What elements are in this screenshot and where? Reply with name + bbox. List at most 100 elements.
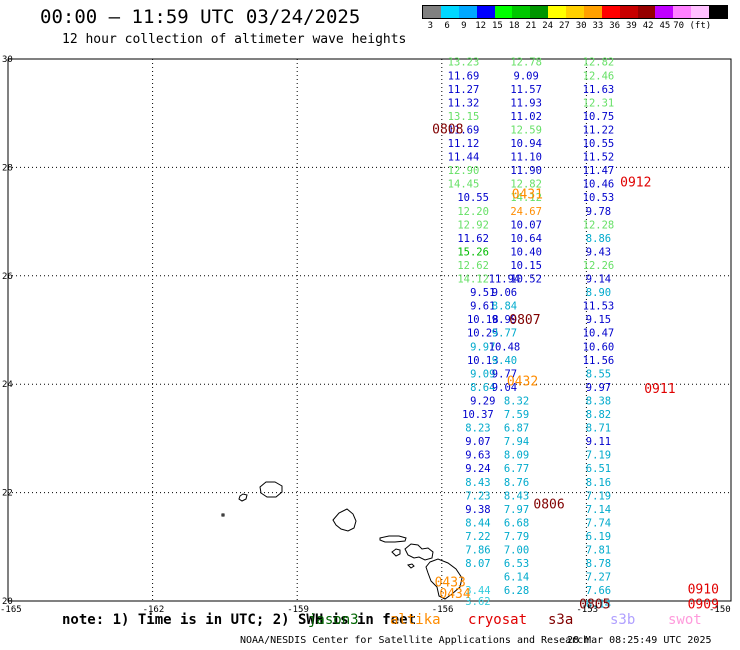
colorbar-label: 6 (444, 21, 450, 31)
wave-height-value: 10.18 (467, 314, 499, 326)
colorbar-swatch (423, 6, 441, 18)
wave-height-value: 12.78 (510, 57, 542, 69)
wave-height-value: 9.06 (492, 287, 517, 299)
legend-altika: altika (390, 612, 441, 628)
colorbar-label: 12 (475, 21, 487, 31)
wave-height-value: 7.66 (586, 585, 611, 597)
colorbar-swatch (530, 6, 549, 18)
wave-height-value: 10.37 (462, 409, 494, 421)
wave-height-value: 12.90 (448, 165, 480, 177)
lat-tick-label: 24 (2, 380, 13, 390)
lat-tick-label: 20 (2, 597, 13, 607)
map-border (7, 58, 732, 602)
island-niihau (238, 493, 248, 502)
colorbar-swatch (709, 6, 727, 18)
wave-height-value: 7.86 (465, 545, 490, 557)
legend-s3b: s3b (610, 612, 636, 628)
wave-height-value: 7.19 (586, 490, 611, 502)
wave-height-value: 11.12 (448, 138, 480, 150)
wave-height-value: 8.23 (465, 423, 490, 435)
wave-height-value: 11.62 (457, 233, 489, 245)
wave-height-value: 6.77 (504, 463, 529, 475)
colorbar-label: 24 (542, 21, 554, 31)
colorbar-label: 21 (525, 21, 537, 31)
wave-height-value: 9.11 (586, 436, 611, 448)
wave-height-value: 8.82 (586, 409, 611, 421)
wave-height-value: 7.23 (465, 490, 490, 502)
island-oahu (332, 508, 357, 532)
wave-height-value: 12.31 (583, 97, 615, 109)
wave-height-value: 10.64 (510, 233, 542, 245)
colorbar-swatch (601, 6, 620, 18)
pass-time-label: 0805 (579, 598, 610, 613)
colorbar-swatch (583, 6, 602, 18)
wave-height-value: 7.14 (586, 504, 611, 516)
wave-height-value: 6.14 (586, 599, 611, 611)
wave-height-value: 24.67 (510, 206, 542, 218)
wave-height-value: 12.82 (510, 179, 542, 191)
lon-tick-label: -150 (709, 605, 731, 615)
wave-height-value: 11.93 (510, 97, 542, 109)
generated-timestamp: 28 Mar 08:25:49 UTC 2025 (567, 635, 712, 646)
wave-height-value: 11.56 (583, 355, 615, 367)
wave-height-value: 7.79 (504, 531, 529, 543)
colorbar-label: 45 (659, 21, 671, 31)
lat-tick-label: 26 (2, 272, 13, 282)
wave-height-value: 12.59 (510, 124, 542, 136)
colorbar-label: 70 (ft) (673, 21, 712, 31)
wave-height-value: 11.69 (448, 70, 480, 82)
wave-height-value: 10.46 (583, 179, 615, 191)
wave-height-value: 6.68 (504, 517, 529, 529)
wave-height-value: 10.48 (489, 341, 521, 353)
wave-height-value: 9.99 (492, 314, 517, 326)
colorbar-swatch (458, 6, 477, 18)
wave-height-value: 8.78 (586, 558, 611, 570)
wave-height-value: 11.63 (583, 84, 615, 96)
pass-time-label: 0808 (432, 122, 463, 137)
wave-height-value: 11.52 (583, 152, 615, 164)
island-kaula (221, 513, 225, 517)
wave-height-value: 8.07 (465, 558, 490, 570)
wave-height-value: 9.97 (470, 341, 495, 353)
wave-height-value: 8.09 (504, 450, 529, 462)
wave-height-value: 8.55 (586, 368, 611, 380)
wave-height-value: 12.20 (457, 206, 489, 218)
colorbar-swatch (440, 6, 459, 18)
wave-height-value: 11.53 (583, 301, 615, 313)
map-grid (8, 59, 731, 601)
track: 8.32 7.59 6.877.94 8.096.77 8.768.43 7.976.68… (504, 395, 529, 597)
wave-height-colorbar (422, 5, 728, 19)
pass-time-label: 0432 (507, 374, 538, 389)
wave-height-value: 9.15 (586, 314, 611, 326)
wave-height-value: 10.47 (583, 328, 615, 340)
wave-height-value: 11.27 (448, 84, 480, 96)
wave-height-value: 12.28 (583, 219, 615, 231)
wave-height-value: 9.63 (465, 450, 490, 462)
wave-height-value: 13.23 (448, 57, 480, 69)
wave-height-value: 9.77 (492, 328, 517, 340)
track: 10.37 8.239.07 9.639.24 8.437.23 9.388.44 7.2… (462, 409, 494, 608)
lon-tick-label: -162 (143, 605, 165, 615)
wave-height-value: 8.86 (586, 233, 611, 245)
wave-height-value: 6.14 (504, 572, 529, 584)
wave-height-value: 10.15 (510, 260, 542, 272)
wave-height-value: 11.44 (448, 152, 480, 164)
lon-tick-label: -156 (432, 605, 454, 615)
wave-height-value: 9.40 (492, 355, 517, 367)
lat-tick-label: 28 (2, 163, 13, 173)
wave-height-value: 9.61 (470, 301, 495, 313)
wave-height-value: 6.19 (586, 531, 611, 543)
pass-time-label: 0910 (688, 583, 719, 598)
wave-height-value: 9.09 (514, 70, 539, 82)
colorbar-swatch (566, 6, 584, 18)
legend-s3a: s3a (548, 612, 574, 628)
wave-height-value: 7.81 (586, 545, 611, 557)
wave-height-value: 14.45 (448, 179, 480, 191)
wave-height-value: 7.97 (504, 504, 529, 516)
colorbar-label: 27 (558, 21, 570, 31)
wave-height-value: 7.19 (586, 450, 611, 462)
axis-tick-labels: 30 28 26 24 22 20-165 -162 -159 -156 -153 -150 (0, 55, 731, 615)
wave-height-value: 8.71 (586, 423, 611, 435)
